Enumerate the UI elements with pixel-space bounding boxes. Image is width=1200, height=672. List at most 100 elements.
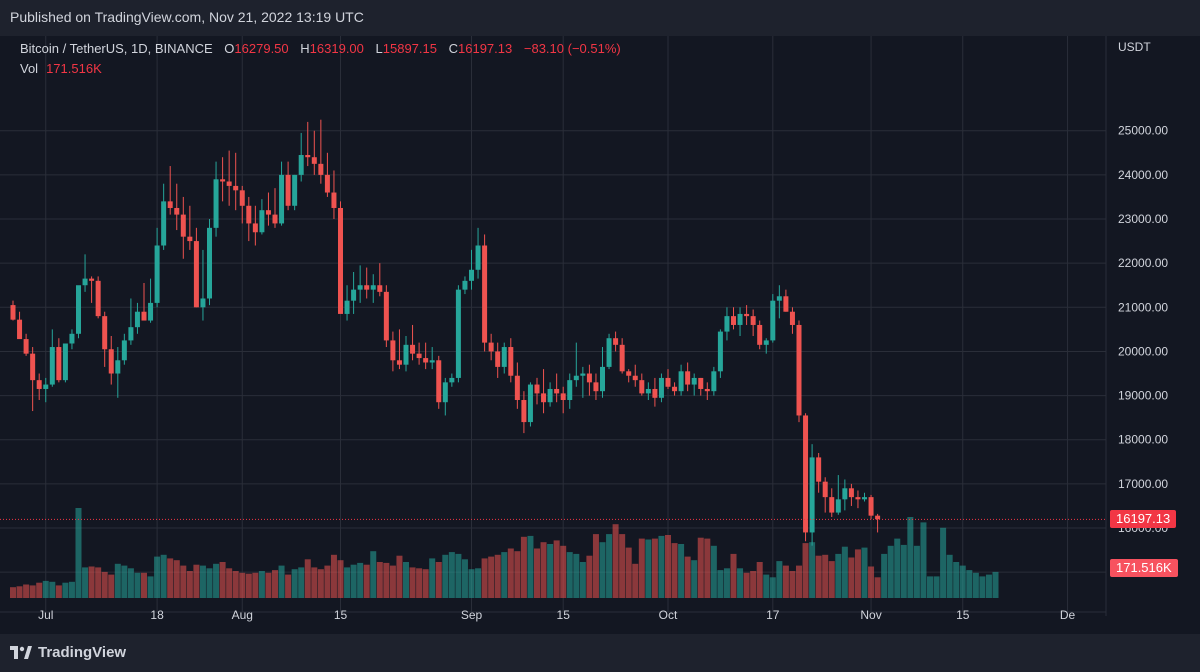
volume-bar bbox=[49, 581, 56, 598]
candle-body bbox=[95, 280, 101, 317]
candle-body bbox=[783, 296, 789, 312]
volume-bar bbox=[920, 522, 927, 598]
volume-bar bbox=[534, 548, 540, 598]
candle-body bbox=[875, 515, 881, 520]
volume-bar bbox=[134, 572, 141, 598]
volume-bar bbox=[579, 562, 586, 598]
candle-body bbox=[102, 316, 108, 350]
candle-body bbox=[868, 497, 874, 516]
candle-body bbox=[711, 371, 717, 392]
volume-bar bbox=[665, 535, 671, 598]
candle-body bbox=[541, 393, 547, 403]
candle-body bbox=[763, 340, 769, 345]
volume-bar bbox=[304, 559, 311, 598]
x-tick-label: Oct bbox=[659, 608, 678, 622]
candle-body bbox=[82, 278, 88, 286]
candle-body bbox=[36, 380, 42, 389]
volume-bar bbox=[363, 564, 370, 598]
x-tick-label: De bbox=[1060, 608, 1076, 622]
change-value: −83.10 (−0.51%) bbox=[523, 41, 621, 56]
volume-bar bbox=[638, 538, 645, 598]
volume-bar bbox=[894, 538, 901, 598]
volume-bar bbox=[265, 572, 272, 598]
close-value: 16197.13 bbox=[458, 41, 513, 56]
volume-bar bbox=[966, 570, 973, 598]
volume-bar bbox=[285, 574, 292, 598]
candle-body bbox=[816, 457, 822, 482]
volume-bar bbox=[527, 535, 534, 598]
candle-body bbox=[600, 366, 605, 392]
volume-bar bbox=[802, 543, 809, 598]
tradingview-brand[interactable]: TradingView bbox=[38, 644, 127, 661]
high-value: 16319.00 bbox=[309, 41, 364, 56]
volume-bar bbox=[992, 571, 999, 598]
volume-bar bbox=[376, 562, 383, 598]
candle-body bbox=[396, 360, 402, 365]
candle-body bbox=[645, 388, 651, 394]
volume-bar bbox=[258, 571, 265, 598]
candle-body bbox=[672, 386, 678, 392]
volume-bar bbox=[586, 555, 593, 598]
volume-bar bbox=[42, 580, 49, 598]
x-axis[interactable]: Jul 18 Aug 15 Sep 15 Oct 17 Nov 15 De bbox=[38, 608, 1075, 622]
volume-bar bbox=[160, 554, 167, 598]
candle-body bbox=[573, 375, 579, 381]
volume-bar bbox=[121, 565, 128, 598]
price-chart[interactable]: 25000.00 24000.00 23000.00 22000.00 21000.00… bbox=[0, 36, 1200, 634]
volume-bar bbox=[972, 572, 979, 598]
y-tick-label: 25000.00 bbox=[1118, 124, 1168, 138]
candle-body bbox=[744, 313, 750, 317]
candle-body bbox=[475, 245, 481, 270]
candle-body bbox=[606, 338, 612, 367]
candle-body bbox=[370, 285, 376, 290]
candle-body bbox=[187, 236, 193, 242]
candle-body bbox=[639, 380, 645, 394]
volume-bar bbox=[154, 556, 161, 598]
volume-bar bbox=[763, 574, 770, 598]
tradingview-logo-icon[interactable] bbox=[10, 646, 32, 660]
volume-bar bbox=[933, 576, 940, 598]
volume-bar bbox=[573, 553, 580, 598]
published-bar: Published on TradingView.com, Nov 21, 20… bbox=[0, 0, 1200, 36]
volume-bar bbox=[566, 552, 573, 598]
volume-bar bbox=[520, 536, 527, 598]
x-tick-label: Sep bbox=[461, 608, 483, 622]
volume-bar bbox=[82, 567, 89, 598]
volume-bar bbox=[219, 562, 226, 598]
x-tick-label: Nov bbox=[860, 608, 881, 622]
x-tick-label: Jul bbox=[38, 608, 53, 622]
volume-bar bbox=[226, 568, 233, 598]
candle-body bbox=[619, 344, 625, 372]
candle-body bbox=[757, 324, 763, 345]
candle-body bbox=[134, 311, 140, 328]
candlestick-series bbox=[10, 119, 881, 546]
volume-bar bbox=[468, 569, 475, 598]
x-tick-label: 15 bbox=[557, 608, 571, 622]
y-tick-label: 24000.00 bbox=[1118, 168, 1168, 182]
volume-bar bbox=[874, 577, 881, 598]
volume-bar bbox=[180, 565, 187, 598]
candle-body bbox=[658, 377, 664, 398]
volume-bar bbox=[678, 544, 685, 598]
candle-body bbox=[17, 319, 23, 340]
volume-bar bbox=[435, 562, 442, 598]
candle-body bbox=[357, 285, 363, 290]
candle-body bbox=[311, 157, 317, 164]
candle-body bbox=[279, 174, 285, 224]
candle-body bbox=[842, 488, 848, 500]
candle-body bbox=[383, 291, 389, 341]
candle-body bbox=[56, 347, 62, 381]
volume-bar bbox=[186, 571, 193, 598]
volume-bar bbox=[927, 576, 933, 598]
candle-body bbox=[49, 347, 55, 385]
candle-body bbox=[272, 214, 278, 224]
candle-body bbox=[62, 343, 68, 381]
candle-body bbox=[731, 316, 736, 325]
volume-bar bbox=[298, 567, 305, 598]
candle-body bbox=[148, 302, 154, 321]
candle-body bbox=[580, 373, 586, 376]
volume-bar bbox=[723, 568, 730, 598]
candle-body bbox=[678, 371, 684, 392]
volume-bar bbox=[560, 545, 567, 598]
volume-bar bbox=[599, 542, 606, 598]
